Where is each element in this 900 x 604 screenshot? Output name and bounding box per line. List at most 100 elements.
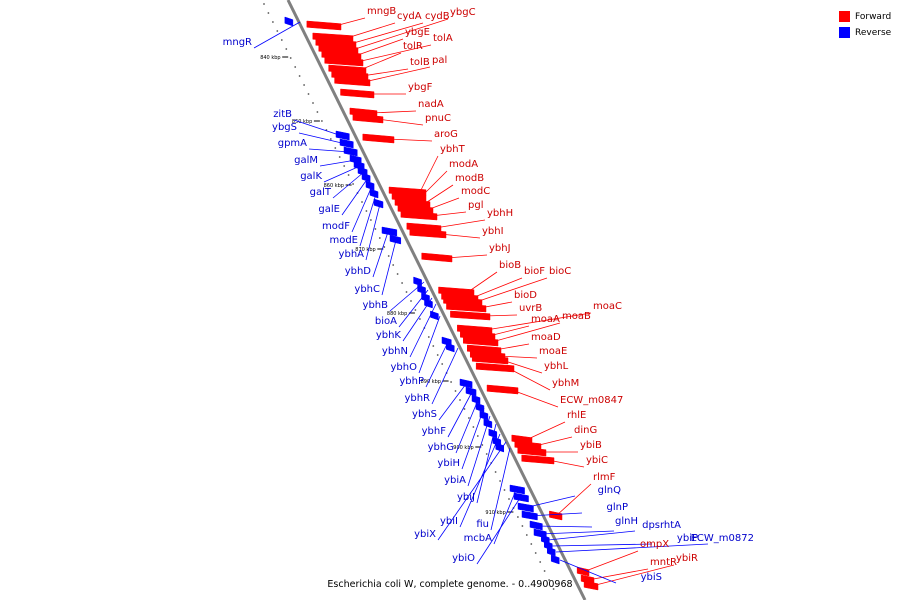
- forward-gene-label[interactable]: moaA: [531, 314, 560, 325]
- forward-feature[interactable]: [409, 228, 447, 239]
- reverse-gene-label[interactable]: ybiX: [414, 529, 436, 540]
- reverse-gene-label[interactable]: gpmA: [278, 138, 307, 149]
- reverse-feature[interactable]: [365, 180, 375, 191]
- forward-gene-label[interactable]: tolA: [433, 33, 453, 44]
- forward-gene-label[interactable]: ybhL: [544, 361, 569, 372]
- forward-feature[interactable]: [306, 20, 342, 31]
- legend-item-reverse[interactable]: Reverse: [839, 25, 899, 40]
- reverse-gene-label[interactable]: ybhG: [428, 442, 454, 453]
- forward-gene-label[interactable]: ybhH: [487, 208, 513, 219]
- forward-gene-label[interactable]: pnuC: [425, 113, 451, 124]
- reverse-feature[interactable]: [389, 234, 402, 245]
- forward-feature[interactable]: [517, 446, 547, 457]
- forward-gene-label[interactable]: moaC: [593, 301, 622, 312]
- forward-feature[interactable]: [576, 566, 590, 577]
- forward-gene-label[interactable]: uvrB: [519, 303, 542, 314]
- reverse-feature[interactable]: [369, 188, 379, 199]
- forward-feature[interactable]: [340, 88, 375, 99]
- forward-gene-label[interactable]: modA: [449, 159, 478, 170]
- reverse-feature[interactable]: [459, 378, 473, 389]
- reverse-gene-label[interactable]: ybiS: [641, 572, 662, 583]
- forward-gene-label[interactable]: mngB: [367, 6, 396, 17]
- reverse-gene-label[interactable]: ECW_m0872: [691, 533, 754, 544]
- reverse-gene-label[interactable]: mngR: [223, 37, 252, 48]
- forward-gene-label[interactable]: bioC: [549, 266, 571, 277]
- reverse-gene-label[interactable]: ybhD: [345, 266, 372, 277]
- forward-feature[interactable]: [521, 454, 555, 465]
- forward-feature[interactable]: [352, 113, 384, 124]
- forward-feature[interactable]: [475, 362, 515, 373]
- reverse-gene-label[interactable]: galE: [318, 204, 340, 215]
- forward-gene-label[interactable]: rhlE: [567, 410, 586, 421]
- forward-gene-label[interactable]: bioB: [499, 260, 521, 271]
- forward-gene-label[interactable]: ECW_m0847: [560, 395, 623, 406]
- forward-gene-label[interactable]: modB: [455, 173, 484, 184]
- reverse-gene-label[interactable]: rhtA: [660, 520, 681, 531]
- reverse-gene-label[interactable]: ybhA: [339, 249, 365, 260]
- forward-feature[interactable]: [463, 336, 499, 347]
- reverse-gene-label[interactable]: ybhN: [382, 346, 408, 357]
- reverse-gene-label[interactable]: ybhC: [354, 284, 380, 295]
- forward-gene-label[interactable]: modC: [461, 186, 490, 197]
- reverse-feature[interactable]: [417, 284, 426, 295]
- reverse-gene-label[interactable]: ybhB: [363, 300, 389, 311]
- reverse-gene-label[interactable]: ybiJ: [457, 492, 475, 503]
- reverse-feature[interactable]: [471, 394, 481, 405]
- forward-gene-label[interactable]: ybiC: [586, 455, 608, 466]
- reverse-feature[interactable]: [521, 510, 538, 521]
- reverse-gene-label[interactable]: ybgS: [272, 122, 297, 133]
- forward-gene-label[interactable]: pal: [432, 55, 447, 66]
- reverse-feature[interactable]: [546, 546, 556, 557]
- forward-gene-label[interactable]: dinG: [574, 425, 597, 436]
- forward-feature[interactable]: [324, 56, 364, 67]
- forward-gene-label[interactable]: bioF: [524, 266, 545, 277]
- forward-gene-label[interactable]: ybhI: [482, 226, 504, 237]
- reverse-gene-label[interactable]: glnP: [607, 502, 629, 513]
- reverse-feature[interactable]: [339, 138, 354, 149]
- forward-gene-label[interactable]: ompX: [640, 539, 669, 550]
- forward-gene-label[interactable]: moaE: [539, 346, 567, 357]
- reverse-gene-label[interactable]: galM: [294, 155, 318, 166]
- reverse-gene-label[interactable]: fiu: [476, 519, 489, 530]
- forward-feature[interactable]: [471, 354, 509, 365]
- legend-item-forward[interactable]: Forward: [839, 9, 899, 24]
- forward-gene-label[interactable]: rlmF: [593, 472, 616, 483]
- reverse-feature[interactable]: [373, 198, 384, 209]
- reverse-gene-label[interactable]: ybhK: [376, 330, 402, 341]
- reverse-gene-label[interactable]: galK: [300, 171, 322, 182]
- reverse-gene-label[interactable]: dps: [642, 520, 660, 531]
- reverse-gene-label[interactable]: glnH: [615, 516, 638, 527]
- forward-gene-label[interactable]: tolR: [403, 41, 423, 52]
- reverse-feature[interactable]: [335, 130, 350, 141]
- reverse-gene-label[interactable]: ybiO: [452, 553, 475, 564]
- forward-gene-label[interactable]: ybhM: [552, 378, 579, 389]
- forward-gene-label[interactable]: mntR: [650, 557, 677, 568]
- forward-gene-label[interactable]: nadA: [418, 99, 444, 110]
- forward-gene-label[interactable]: aroG: [434, 129, 458, 140]
- reverse-gene-label[interactable]: ybhP: [399, 376, 424, 387]
- forward-gene-label[interactable]: ybiB: [580, 440, 602, 451]
- reverse-gene-label[interactable]: modE: [329, 235, 358, 246]
- forward-feature[interactable]: [583, 580, 599, 591]
- reverse-gene-label[interactable]: mcbA: [464, 533, 493, 544]
- reverse-gene-label[interactable]: ybhF: [422, 426, 447, 437]
- forward-gene-label[interactable]: cydA: [397, 11, 422, 22]
- forward-gene-label[interactable]: moaD: [531, 332, 561, 343]
- forward-gene-label[interactable]: ybgC: [450, 7, 476, 18]
- reverse-gene-label[interactable]: zitB: [273, 109, 292, 120]
- forward-feature[interactable]: [334, 76, 371, 87]
- reverse-gene-label[interactable]: galT: [310, 187, 332, 198]
- reverse-gene-label[interactable]: bioA: [375, 316, 397, 327]
- reverse-feature[interactable]: [509, 484, 525, 495]
- reverse-feature[interactable]: [475, 402, 485, 413]
- forward-gene-label[interactable]: cydB: [425, 11, 450, 22]
- reverse-feature[interactable]: [550, 554, 560, 565]
- reverse-feature[interactable]: [513, 492, 529, 503]
- reverse-gene-label[interactable]: ybhS: [412, 409, 437, 420]
- forward-feature[interactable]: [400, 210, 438, 221]
- reverse-feature[interactable]: [381, 226, 398, 237]
- forward-feature[interactable]: [446, 302, 487, 313]
- reverse-feature[interactable]: [529, 520, 543, 531]
- forward-feature[interactable]: [421, 252, 453, 263]
